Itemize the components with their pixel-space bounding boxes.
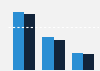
Bar: [83, 54, 94, 70]
Bar: [72, 53, 83, 70]
Bar: [24, 14, 35, 70]
Bar: [13, 12, 24, 70]
Bar: [54, 40, 65, 70]
Bar: [42, 37, 54, 70]
